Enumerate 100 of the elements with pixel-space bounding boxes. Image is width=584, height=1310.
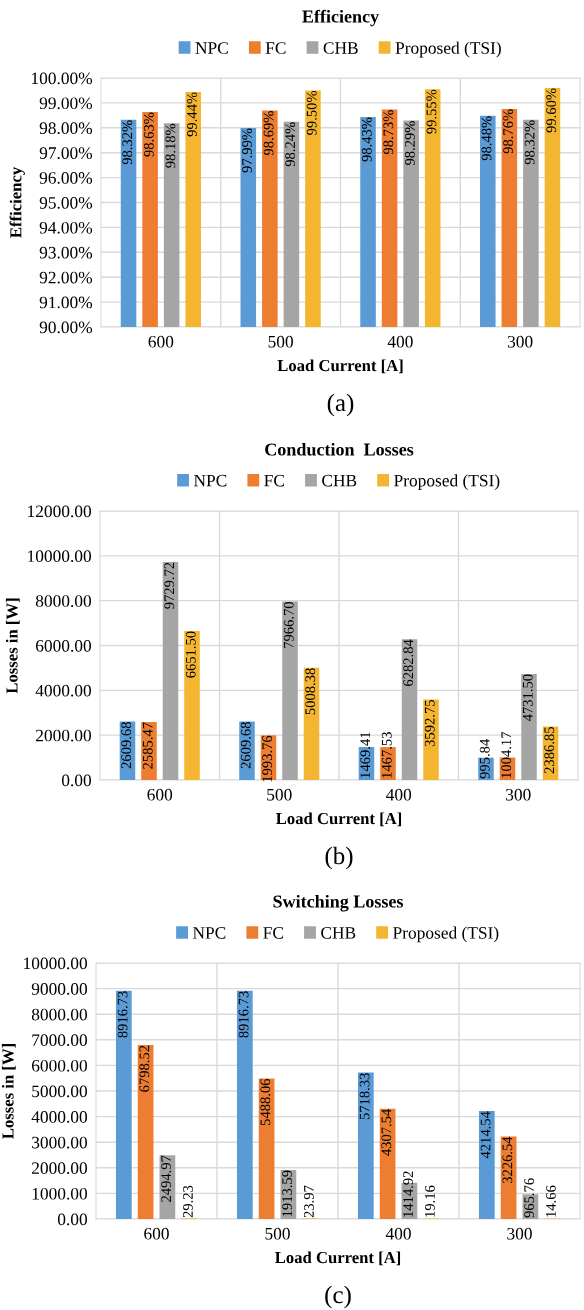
data-label: 98.18%: [165, 123, 176, 168]
text: (c): [325, 1285, 351, 1309]
data-label: 98.32%: [524, 120, 535, 165]
x-tick-label: 500: [265, 1227, 290, 1240]
data-label: 98.69%: [263, 111, 274, 156]
data-label: 19.16: [425, 1185, 435, 1217]
chart-title: Efficiency: [302, 9, 379, 27]
legend-label: NPC: [193, 474, 227, 487]
data-label: 98.32%: [122, 120, 133, 165]
y-tick-label: 8000.00: [35, 595, 91, 607]
x-tick-label: 400: [385, 1227, 411, 1240]
y-tick-label: 10000.00: [28, 550, 91, 563]
data-label: 4214.54: [480, 1111, 491, 1159]
y-tick-label: 95.00%: [39, 196, 93, 209]
x-tick-label: 300: [507, 335, 533, 348]
data-label: 6651.50: [185, 631, 196, 678]
data-label: 4307.54: [381, 1108, 392, 1156]
data-label: 5718.33: [359, 1073, 370, 1120]
data-label: 2585.47: [142, 722, 153, 769]
y-tick-label: 5000.00: [32, 1085, 87, 1098]
data-label: 98.24%: [285, 122, 296, 167]
legend-label: FC: [265, 42, 286, 54]
y-tick-label: 4000.00: [35, 684, 91, 697]
text: (a): [327, 393, 354, 417]
x-tick-label: 600: [148, 335, 174, 348]
y-tick-label: 4000.00: [31, 1111, 87, 1123]
data-label: 1467.53: [381, 732, 392, 778]
data-label: 2609.68: [121, 722, 132, 769]
data-label: 99.44%: [187, 92, 197, 137]
x-tick-label: 400: [386, 788, 412, 801]
legend-label: CHB: [322, 474, 357, 487]
data-label: 98.73%: [383, 110, 394, 155]
y-tick-label: 6000.00: [31, 1059, 87, 1072]
y-tick-label: 2000.00: [36, 729, 91, 742]
data-label: 7966.70: [283, 601, 294, 648]
y-tick-label: 99.00%: [39, 97, 93, 110]
bar: [357, 1072, 374, 1219]
bar: [521, 673, 537, 780]
y-tick-label: 3000.00: [32, 1136, 87, 1149]
data-label: 99.50%: [306, 90, 317, 135]
y-tick-label: 97.00%: [39, 147, 93, 159]
legend-label: FC: [264, 474, 284, 487]
y-tick-label: 0.00: [61, 774, 91, 787]
x-axis-title: Load Current [A]: [275, 1251, 401, 1266]
data-label: 1414.92: [403, 1171, 414, 1217]
bar: [423, 699, 439, 780]
data-label: 1004.17: [501, 731, 512, 778]
legend-label: Proposed (TSI): [394, 474, 500, 490]
data-label: 5008.38: [305, 668, 316, 715]
y-tick-label: 93.00%: [39, 246, 93, 259]
x-axis-title: Load Current [A]: [277, 359, 403, 374]
data-label: 9729.72: [164, 562, 175, 609]
chart-title: Conduction Losses: [265, 442, 414, 456]
data-label: 995.84: [479, 739, 490, 779]
data-label: 8916.73: [117, 991, 128, 1038]
data-label: 8916.73: [238, 991, 249, 1038]
bar: [236, 990, 253, 1219]
y-tick-label: 92.00%: [39, 271, 93, 284]
data-label: 3592.75: [424, 700, 435, 747]
data-label: 6798.52: [139, 1045, 150, 1092]
legend-label: NPC: [195, 42, 228, 54]
legend-label: FC: [263, 927, 283, 939]
y-axis-title: Losses in [W]: [1, 1044, 16, 1139]
data-label: 98.29%: [404, 121, 415, 166]
data-label: 965.76: [524, 1178, 535, 1218]
data-label: 6282.84: [403, 639, 414, 686]
data-label: 98.63%: [143, 112, 154, 157]
x-tick-label: 600: [144, 1227, 169, 1240]
bar: [137, 1044, 154, 1219]
data-label: 99.55%: [426, 89, 437, 134]
bar: [478, 1111, 495, 1219]
legend-label: NPC: [192, 927, 226, 939]
legend-label: Proposed (TSI): [395, 41, 501, 58]
y-tick-label: 9000.00: [31, 983, 87, 995]
bar: [184, 630, 200, 780]
x-axis-title: Load Current [A]: [276, 812, 402, 827]
chart-title: Switching Losses: [273, 894, 404, 912]
y-tick-label: 98.00%: [39, 122, 93, 135]
data-label: 2386.85: [544, 727, 555, 774]
data-label: 2494.97: [161, 1155, 172, 1202]
y-tick-label: 91.00%: [39, 296, 93, 309]
y-tick-label: 1000.00: [32, 1187, 87, 1200]
data-label: 98.48%: [481, 116, 492, 161]
y-tick-label: 0.00: [57, 1213, 87, 1226]
data-label: 5488.06: [260, 1078, 271, 1126]
bar: [282, 601, 298, 780]
data-label: 23.97: [304, 1185, 314, 1218]
x-tick-label: 300: [506, 788, 531, 801]
data-label: 3226.54: [502, 1136, 513, 1184]
data-label: 2609.68: [240, 722, 251, 769]
y-tick-label: 90.00%: [39, 321, 93, 334]
data-label: 14.66: [546, 1185, 556, 1217]
data-label: 1993.76: [262, 735, 273, 782]
y-tick-label: 12000.00: [28, 505, 91, 518]
data-label: 29.23: [183, 1185, 193, 1218]
y-tick-label: 96.00%: [39, 172, 93, 184]
x-tick-label: 600: [147, 788, 173, 801]
y-tick-label: 10000.00: [24, 957, 87, 970]
data-label: 97.99%: [242, 128, 253, 173]
legend-label: CHB: [321, 927, 356, 939]
